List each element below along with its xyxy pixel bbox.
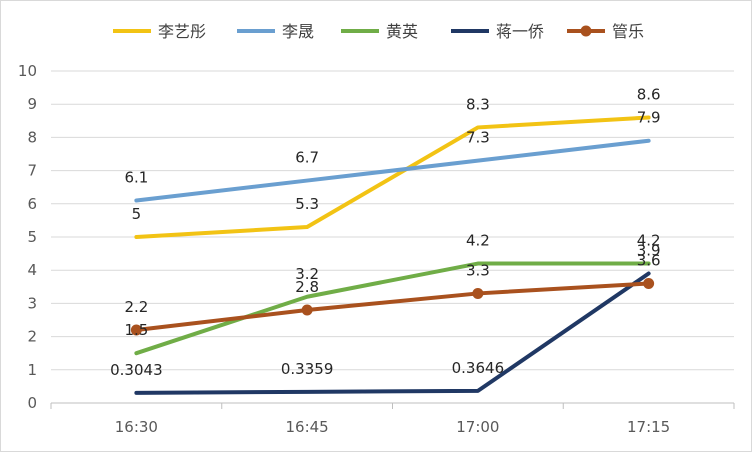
legend: 李艺彤 李晟 黄英 蒋一侨 管乐 <box>113 22 644 41</box>
x-tick-label: 16:30 <box>115 418 158 436</box>
y-tick-label: 5 <box>27 228 37 246</box>
y-tick-label: 0 <box>27 394 37 412</box>
data-label: 4.2 <box>637 232 661 250</box>
data-label: 0.3043 <box>110 361 163 379</box>
data-label: 5.3 <box>295 195 319 213</box>
gridlines <box>51 70 734 371</box>
data-label: 2.8 <box>295 278 319 296</box>
data-label: 0.3359 <box>281 360 334 378</box>
series-line-5 <box>134 281 651 332</box>
data-label: 8.3 <box>466 95 490 113</box>
x-tick-label: 17:15 <box>627 418 670 436</box>
data-label: 0.3646 <box>452 359 505 377</box>
legend-label: 蒋一侨 <box>496 22 544 41</box>
y-tick-label: 4 <box>27 261 37 279</box>
data-point-marker <box>472 287 484 299</box>
data-label: 3.3 <box>466 261 490 279</box>
y-axis: 0 1 2 3 4 5 6 7 8 9 10 <box>18 62 37 412</box>
x-tick-label: 17:00 <box>456 418 499 436</box>
series-line-1 <box>134 115 651 239</box>
data-label: 3.9 <box>637 242 661 260</box>
data-label: 7.3 <box>466 129 490 147</box>
series-line-3 <box>134 261 651 356</box>
legend-label: 黄英 <box>386 22 418 41</box>
y-tick-label: 10 <box>18 62 37 80</box>
y-tick-label: 7 <box>27 162 37 180</box>
x-tick-label: 16:45 <box>286 418 329 436</box>
y-tick-label: 8 <box>27 128 37 146</box>
legend-label: 李晟 <box>282 22 314 41</box>
data-label: 7.9 <box>637 109 661 127</box>
data-label: 3.2 <box>295 265 319 283</box>
y-tick-label: 2 <box>27 328 37 346</box>
y-tick-label: 3 <box>27 294 37 312</box>
x-axis: 16:30 16:45 17:00 17:15 <box>50 402 735 436</box>
data-label: 3.6 <box>637 251 661 269</box>
y-tick-label: 6 <box>27 195 37 213</box>
data-label: 6.1 <box>124 168 148 186</box>
series-line-2 <box>134 138 651 203</box>
data-point-marker <box>301 304 313 316</box>
series-line-4 <box>134 271 651 395</box>
data-labels: 5 5.3 8.3 8.6 6.1 6.7 7.3 7.9 1.5 3.2 4.2 4.2 0.3043… <box>110 85 660 378</box>
legend-label: 李艺彤 <box>158 22 206 41</box>
series-lines <box>130 115 655 395</box>
data-label: 5 <box>132 205 142 223</box>
data-label: 8.6 <box>637 85 661 103</box>
data-point-marker <box>130 324 142 336</box>
data-point-marker <box>643 277 655 289</box>
legend-label: 管乐 <box>612 22 644 41</box>
y-tick-label: 9 <box>27 95 37 113</box>
data-label: 2.2 <box>124 298 148 316</box>
data-label: 1.5 <box>124 321 148 339</box>
data-label: 4.2 <box>466 232 490 250</box>
data-label: 6.7 <box>295 149 319 167</box>
y-tick-label: 1 <box>27 361 37 379</box>
legend-marker <box>580 25 592 37</box>
